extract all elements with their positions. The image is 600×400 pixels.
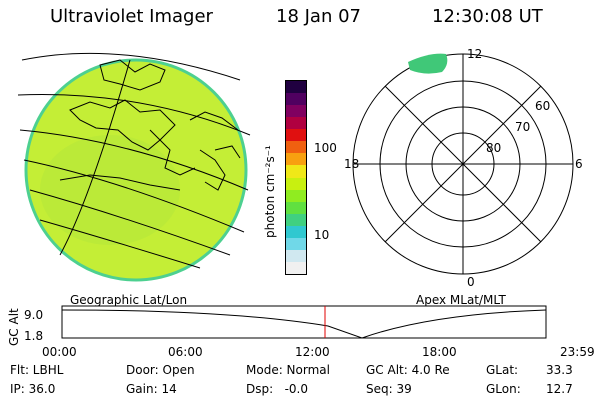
orbit-y-tick-1.8: 1.8 [24,329,43,343]
colorbar-segment [286,141,306,154]
orbit-x-tick-1800: 18:00 [422,345,457,359]
mlt-label-18: 18 [344,157,359,171]
colorbar-segment [286,249,306,262]
colorbar-segment [286,201,306,214]
colorbar-segment [286,93,306,106]
lat-label-70: 70 [515,120,530,134]
orbit-y-axis-label: GC Alt [7,308,21,346]
colorbar-segment [286,105,306,118]
orbit-x-tick-1200: 12:00 [295,345,330,359]
colorbar-tick-100: 100 [314,141,337,155]
orbit-altitude-plot: 9.0 1.8 GC Alt 00:00 06:00 12:00 18:00 2… [7,305,595,359]
orbit-x-tick-2359: 23:59 [560,345,595,359]
status-gain: Gain: 14 [126,382,177,396]
geo-map-label: Geographic Lat/Lon [70,293,188,307]
polar-diagonal-2 [384,85,542,243]
polar-plot-label: Apex MLat/MLT [416,293,506,307]
status-door: Door: Open [126,363,195,377]
time-label: 12:30:08 UT [432,6,543,27]
status-glat-label: GLat: [486,363,519,377]
globe-shade [40,135,180,245]
status-ip: IP: 36.0 [10,382,56,396]
orbit-altitude-curve [61,309,547,339]
aurora-blob [408,53,448,74]
geo-grid-lines [17,52,251,269]
polar-plot: 12 0 18 6 60 70 80 [344,47,583,289]
mlt-label-6: 6 [575,157,583,171]
colorbar-segment [286,189,306,202]
status-mode: Mode: Normal [246,363,330,377]
status-seq: Seq: 39 [366,382,412,396]
date-label: 18 Jan 07 [276,6,361,27]
colorbar [285,80,307,275]
status-dsp: Dsp: -0.0 [246,382,309,396]
instrument-title: Ultraviolet Imager [50,6,213,27]
colorbar-tick-10: 10 [314,228,330,242]
colorbar-segment [286,261,306,274]
status-glat-value: 33.3 [546,363,573,377]
colorbar-segment [286,213,306,226]
mlt-label-0: 0 [467,275,475,289]
status-glon-label: GLon: [486,382,521,396]
orbit-y-tick-9: 9.0 [24,308,43,322]
lat-label-80: 80 [486,141,501,155]
colorbar-unit-label: photon cm⁻²s⁻¹ [263,145,277,238]
colorbar-segment [286,225,306,238]
status-glon-value: 12.7 [546,382,573,396]
colorbar-segment [286,237,306,250]
colorbar-segment [286,117,306,130]
colorbar-segment [286,165,306,178]
colorbar-segment [286,177,306,190]
colorbar-gradient [285,80,307,275]
colorbar-segment [286,129,306,142]
orbit-plot-frame [61,305,547,339]
colorbar-segment [286,153,306,166]
coastlines [59,59,241,191]
orbit-x-tick-0600: 06:00 [168,345,203,359]
lat-label-60: 60 [535,99,550,113]
colorbar-segment [286,81,306,94]
mlt-label-12: 12 [467,47,482,61]
orbit-x-tick-0000: 00:00 [42,345,77,359]
status-gc-alt: GC Alt: 4.0 Re [366,363,450,377]
status-flt: Flt: LBHL [10,363,64,377]
